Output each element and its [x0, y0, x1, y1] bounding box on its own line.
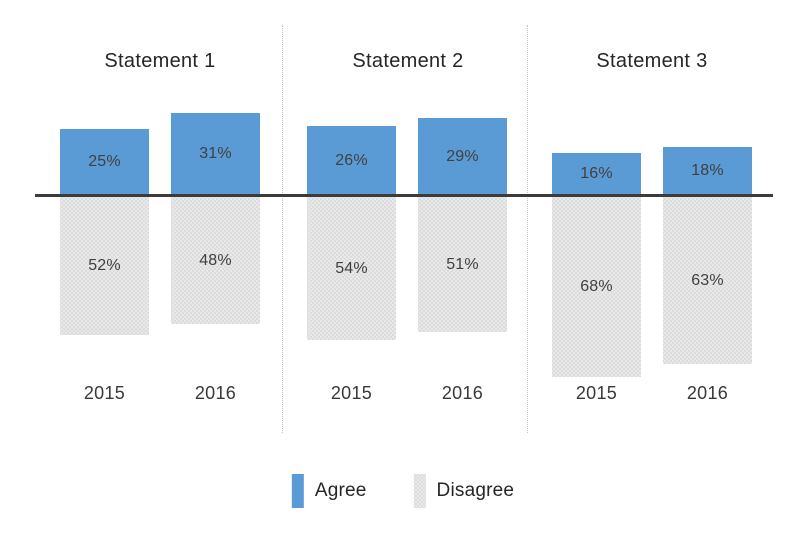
agree-bar: 25% [60, 129, 149, 195]
agree-bar: 29% [418, 118, 507, 195]
disagree-bar: 52% [60, 197, 149, 335]
disagree-value-label: 48% [199, 251, 232, 269]
year-label: 2015 [83, 383, 126, 403]
agree-value-label: 18% [691, 162, 724, 179]
disagree-bar: 51% [418, 197, 507, 332]
disagree-bar: 48% [171, 197, 260, 324]
bar-group: 26% 54% 2015 [307, 0, 396, 548]
legend-item-agree: Agree [291, 474, 367, 508]
bar-group: 29% 51% 2016 [418, 0, 507, 548]
agree-value-label: 16% [580, 165, 613, 182]
disagree-value-label: 51% [446, 255, 479, 273]
year-label: 2016 [686, 383, 729, 403]
legend-label-agree: Agree [314, 480, 367, 501]
bar-group: 18% 63% 2016 [663, 0, 752, 548]
disagree-swatch-icon [413, 474, 426, 508]
disagree-value-label: 68% [580, 278, 613, 295]
disagree-value-label: 52% [88, 257, 121, 274]
year-label: 2015 [575, 383, 618, 403]
bar-group: 25% 52% 2015 [60, 0, 149, 548]
panel-divider [527, 25, 528, 433]
panel-title-statement-1: Statement 1 [104, 50, 216, 72]
agree-bar: 26% [307, 126, 396, 195]
panel-divider [282, 25, 283, 433]
agree-bar: 16% [552, 153, 641, 195]
agree-value-label: 26% [335, 151, 368, 169]
disagree-value-label: 54% [335, 259, 368, 277]
year-label: 2015 [330, 383, 373, 403]
agree-value-label: 29% [446, 147, 479, 165]
year-label: 2016 [441, 383, 484, 403]
disagree-value-label: 63% [691, 271, 724, 289]
legend-item-disagree: Disagree [413, 474, 515, 508]
agree-bar: 31% [171, 113, 260, 195]
legend-label-disagree: Disagree [436, 480, 515, 501]
panel-title-statement-3: Statement 3 [596, 50, 708, 72]
agree-bar: 18% [663, 147, 752, 195]
agree-value-label: 25% [88, 153, 121, 170]
disagree-bar: 54% [307, 197, 396, 340]
year-label: 2016 [194, 383, 237, 403]
disagree-bar: 68% [552, 197, 641, 377]
panel-title-statement-2: Statement 2 [352, 50, 464, 72]
bar-group: 31% 48% 2016 [171, 0, 260, 548]
disagree-bar: 63% [663, 197, 752, 364]
legend: Agree Disagree [291, 474, 515, 508]
agree-swatch-icon [291, 474, 304, 508]
agree-value-label: 31% [199, 145, 232, 162]
zero-baseline-axis [35, 194, 773, 197]
bar-group: 16% 68% 2015 [552, 0, 641, 548]
